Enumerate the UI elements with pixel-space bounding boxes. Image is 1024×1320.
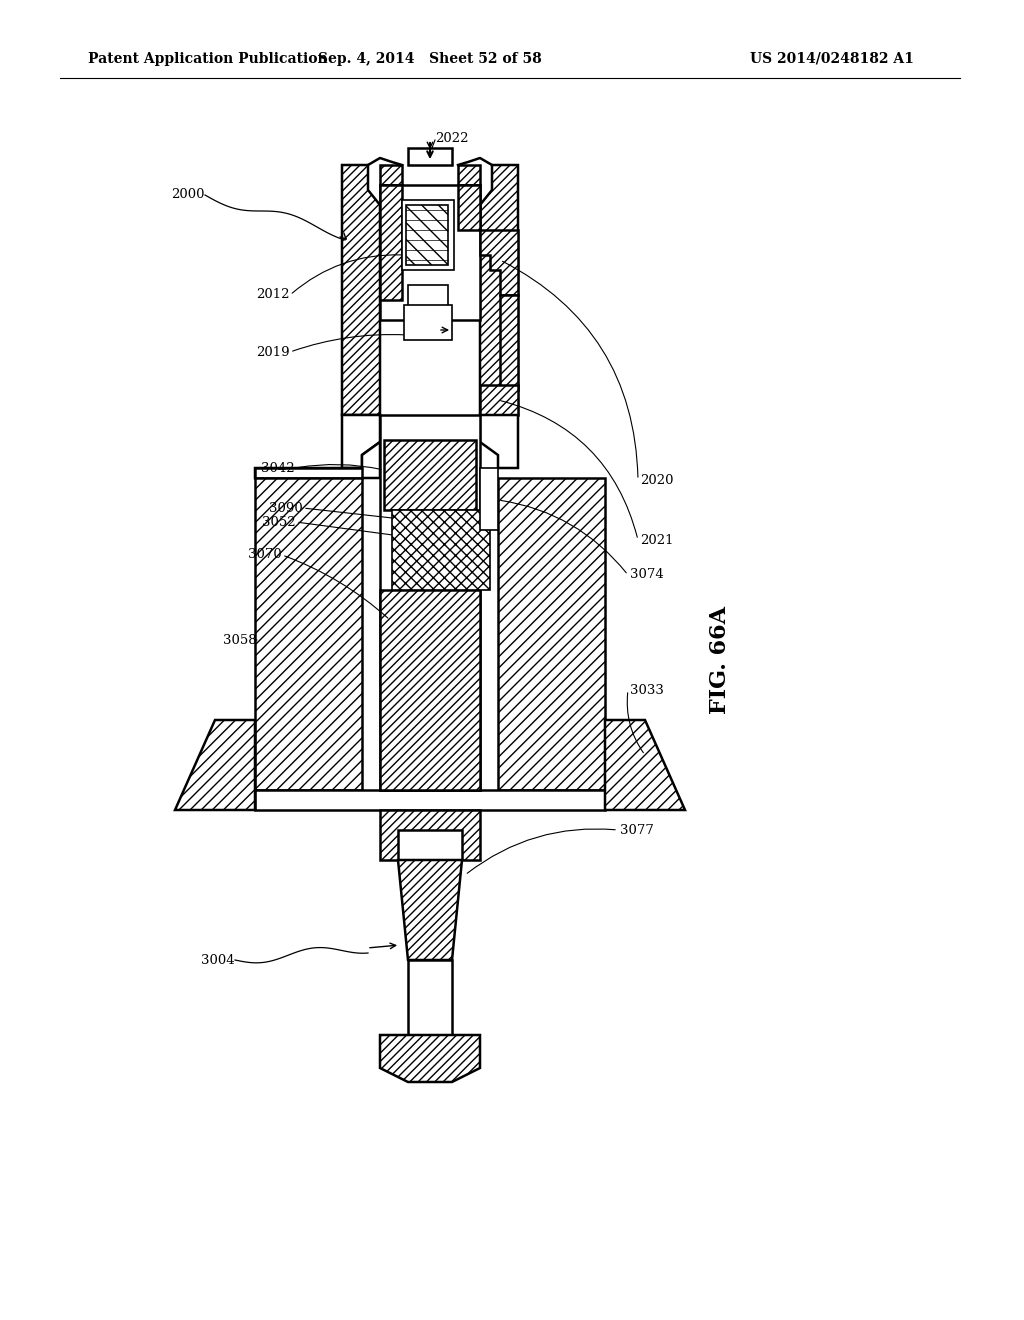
Polygon shape [498,478,605,789]
Text: 3077: 3077 [620,824,654,837]
Polygon shape [480,414,518,469]
Polygon shape [404,305,452,341]
Text: 2020: 2020 [640,474,674,487]
Polygon shape [380,1035,480,1082]
Polygon shape [480,165,518,414]
Polygon shape [500,294,518,389]
Polygon shape [380,810,480,861]
Polygon shape [342,165,380,414]
Text: 2019: 2019 [256,346,290,359]
Text: 3070: 3070 [248,549,282,561]
Polygon shape [480,469,498,531]
Text: Sep. 4, 2014   Sheet 52 of 58: Sep. 4, 2014 Sheet 52 of 58 [318,51,542,66]
Text: 3042: 3042 [261,462,295,474]
Text: 2000: 2000 [171,189,205,202]
Polygon shape [406,205,449,265]
Polygon shape [175,719,255,810]
Text: 2022: 2022 [435,132,469,144]
Text: 3052: 3052 [262,516,296,528]
Polygon shape [380,185,480,319]
Text: 3058: 3058 [223,634,257,647]
Polygon shape [255,469,362,478]
Polygon shape [380,414,480,789]
Text: 3004: 3004 [202,953,234,966]
Text: Patent Application Publication: Patent Application Publication [88,51,328,66]
Polygon shape [605,719,685,810]
Polygon shape [458,185,480,230]
Polygon shape [392,510,490,590]
Polygon shape [402,201,454,271]
Polygon shape [408,148,452,165]
Text: 2012: 2012 [256,289,290,301]
Polygon shape [380,590,480,789]
Polygon shape [342,414,380,469]
Polygon shape [255,442,380,478]
Text: 3033: 3033 [630,684,664,697]
Polygon shape [408,960,452,1035]
Polygon shape [255,789,605,810]
Polygon shape [408,285,449,310]
Text: US 2014/0248182 A1: US 2014/0248182 A1 [750,51,913,66]
Polygon shape [380,165,402,185]
Polygon shape [384,440,476,510]
Polygon shape [255,478,362,789]
Polygon shape [458,165,480,185]
Polygon shape [398,861,462,960]
Text: 3090: 3090 [269,502,303,515]
Text: FIG. 66A: FIG. 66A [709,606,731,714]
Text: 2021: 2021 [640,533,674,546]
Polygon shape [480,230,518,294]
Polygon shape [380,185,402,300]
Polygon shape [480,385,518,414]
Text: 3074: 3074 [630,569,664,582]
